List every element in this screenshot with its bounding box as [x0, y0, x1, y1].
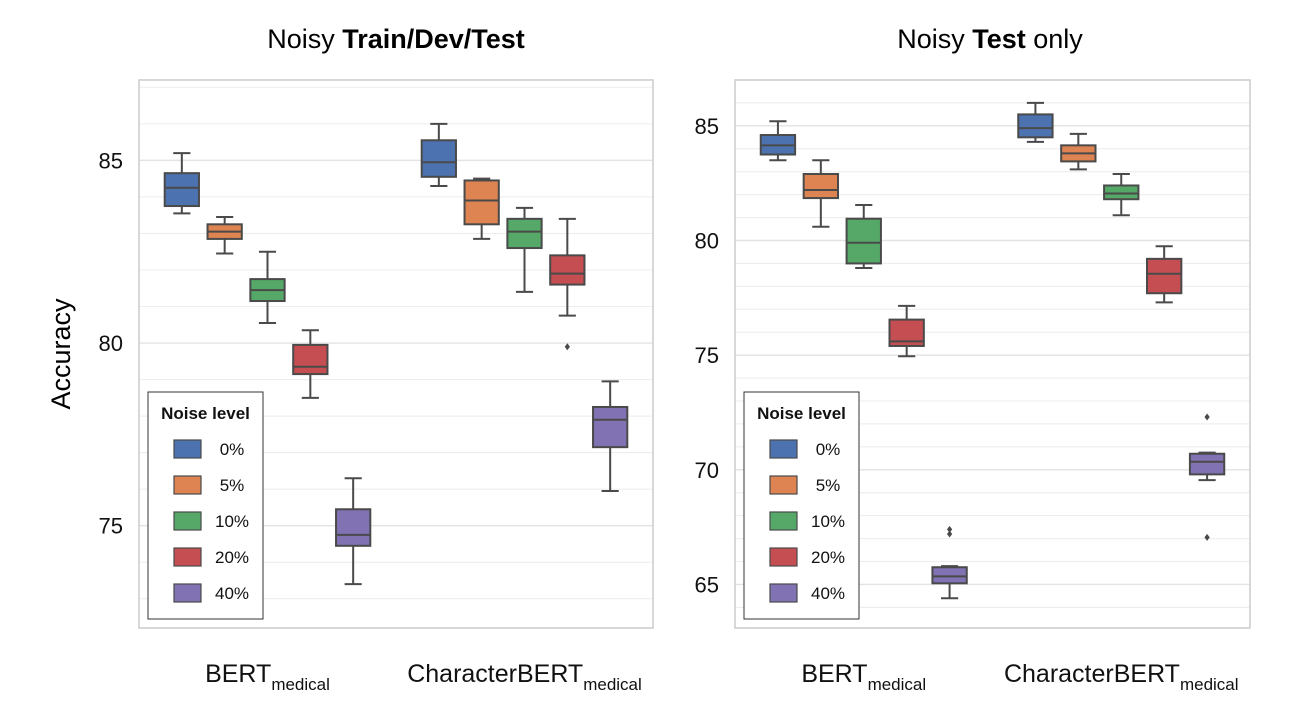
y-tick-label: 75 — [695, 343, 719, 368]
legend: Noise level 0% 5% 10% 20% 40% — [743, 391, 860, 620]
box-iqr — [1188, 452, 1226, 476]
legend-label: 10% — [811, 512, 845, 531]
category-label: CharacterBERTmedical — [407, 660, 642, 694]
box-iqr — [335, 508, 372, 547]
legend-box — [147, 391, 264, 620]
y-tick-label: 80 — [695, 229, 719, 254]
category-label: CharacterBERTmedical — [1004, 660, 1239, 694]
box-40pct — [931, 525, 968, 600]
y-axis-label: Accuracy — [46, 298, 76, 410]
box-0pct — [759, 120, 797, 162]
legend-label: 20% — [215, 548, 249, 567]
legend-label: 0% — [220, 440, 245, 459]
legend-swatch — [173, 547, 202, 567]
y-tick-label: 65 — [695, 572, 719, 597]
box-iqr — [845, 217, 882, 265]
outlier-point — [564, 343, 570, 351]
box-40pct — [335, 477, 372, 586]
legend-label: 20% — [811, 548, 845, 567]
box-iqr — [802, 173, 840, 200]
box-20pct — [292, 329, 329, 399]
legend-label: 40% — [215, 584, 249, 603]
panel-2: 65 70 75 80 85 Noisy Test only BERTmedical Char… — [695, 24, 1251, 694]
legend-label: 5% — [220, 476, 245, 495]
box-0pct — [163, 152, 200, 215]
box-iqr — [1146, 257, 1183, 295]
y-tick-label: 75 — [99, 514, 123, 539]
outlier-point — [1204, 533, 1210, 541]
legend-label: 5% — [816, 476, 841, 495]
legend-label: 40% — [811, 584, 845, 603]
legend-swatch — [173, 511, 202, 531]
legend-swatch — [173, 475, 202, 495]
legend-swatch — [173, 439, 202, 459]
box-5pct — [206, 216, 243, 255]
box-20pct — [888, 304, 925, 358]
box-10pct — [845, 203, 882, 270]
y-tick-label: 80 — [99, 331, 123, 356]
y-tick-label: 70 — [695, 458, 719, 483]
box-10pct — [249, 250, 286, 324]
category-label: BERTmedical — [205, 660, 330, 694]
legend-title: Noise level — [161, 404, 250, 423]
box-20pct — [1146, 245, 1183, 304]
box-5pct — [1060, 132, 1097, 171]
panel-1: 75 80 85 Noisy Train/Dev/Test Accuracy BERTme… — [46, 24, 654, 694]
legend: Noise level 0% 5% 10% 20% 40% — [147, 391, 264, 620]
category-label: BERTmedical — [801, 660, 926, 694]
outlier-point — [946, 525, 953, 533]
box-iqr — [1017, 113, 1054, 139]
box-iqr — [420, 139, 457, 178]
box-40pct — [1188, 413, 1226, 541]
legend-swatch — [769, 583, 798, 603]
box-iqr — [549, 254, 586, 286]
box-5pct — [463, 177, 500, 240]
box-iqr — [163, 172, 200, 208]
legend-swatch — [173, 583, 202, 603]
box-iqr — [506, 217, 543, 250]
legend-swatch — [769, 439, 798, 459]
box-iqr — [463, 179, 500, 226]
box-40pct — [592, 380, 629, 492]
legend-swatch — [769, 511, 798, 531]
legend-title: Noise level — [757, 404, 846, 423]
legend-label: 0% — [816, 440, 841, 459]
legend-label: 10% — [215, 512, 249, 531]
box-iqr — [292, 343, 329, 376]
box-0pct — [1017, 101, 1054, 143]
y-tick-label: 85 — [99, 148, 123, 173]
box-10pct — [1103, 173, 1140, 217]
box-iqr — [1103, 184, 1140, 201]
legend-swatch — [769, 475, 798, 495]
outlier-point — [946, 530, 953, 538]
axes-frame — [138, 79, 654, 629]
box-10pct — [506, 206, 543, 293]
box-20pct — [549, 217, 586, 351]
legend-swatch — [769, 547, 798, 567]
outlier-point — [1204, 413, 1210, 421]
box-0pct — [420, 122, 457, 187]
legend-box — [743, 391, 860, 620]
box-iqr — [931, 566, 968, 585]
box-5pct — [802, 159, 840, 228]
axes-frame — [734, 79, 1251, 629]
box-iqr — [592, 405, 629, 449]
y-tick-label: 85 — [695, 114, 719, 139]
panel-title: Noisy Train/Dev/Test — [267, 24, 525, 54]
panel-title: Noisy Test only — [897, 24, 1083, 54]
